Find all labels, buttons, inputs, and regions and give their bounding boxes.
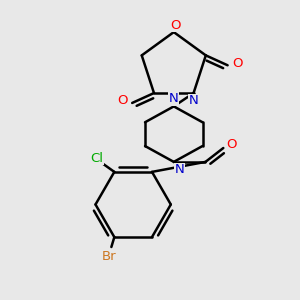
Text: O: O: [117, 94, 128, 107]
Text: N: N: [169, 92, 179, 105]
Text: O: O: [226, 138, 236, 151]
Text: N: N: [189, 94, 199, 107]
Text: Cl: Cl: [90, 152, 103, 164]
Text: O: O: [232, 57, 243, 70]
Text: O: O: [170, 19, 181, 32]
Text: Br: Br: [102, 250, 117, 263]
Text: N: N: [175, 163, 184, 176]
